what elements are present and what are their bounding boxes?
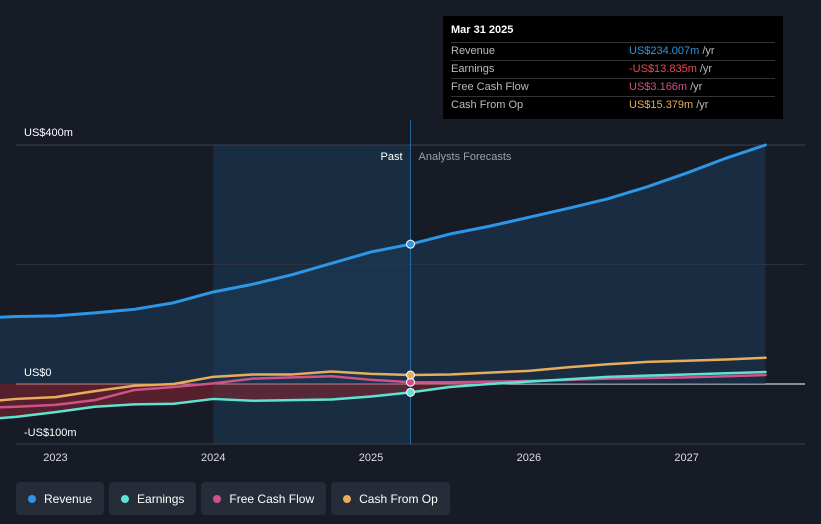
revenue-dot-icon [28,494,36,503]
tooltip: Mar 31 2025 Revenue US$234.007m /yr Earn… [443,16,783,119]
earnings-line [0,370,767,420]
legend-label: Free Cash Flow [229,491,315,506]
y-label-bottom: -US$100m [24,427,77,439]
tooltip-unit: /yr [699,63,713,75]
x-tick-label-2027: 2027 [674,452,698,464]
cash-from-op-dot-icon [343,494,352,503]
tooltip-row-revenue: Revenue US$234.007m /yr [451,42,775,60]
tooltip-date: Mar 31 2025 [451,24,514,36]
x-tick-label-2025: 2025 [359,452,383,464]
tooltip-row-free-cash-flow: Free Cash Flow US$3.166m /yr [451,78,775,96]
revenue-area [0,145,766,384]
revenue-marker [406,239,415,249]
earnings-marker [406,387,415,397]
tooltip-unit: /yr [702,45,715,57]
y-label-top: US$400m [24,127,73,139]
tooltip-label: Revenue [451,45,496,57]
legend-label: Earnings [137,491,185,506]
tooltip-value: US$234.007m [629,45,700,57]
cash-from-op-marker [406,370,415,380]
tooltip-label: Cash From Op [451,99,524,111]
legend-label: Cash From Op [359,491,438,506]
tooltip-label: Free Cash Flow [451,81,529,93]
tooltip-row-earnings: Earnings -US$13.835m /yr [451,60,775,78]
tooltip-row-cash-from-op: Cash From Op US$15.379m /yr [451,96,775,114]
x-tick-label-2024: 2024 [201,452,225,464]
legend-label: Revenue [44,491,93,506]
legend-item-revenue[interactable]: Revenue [16,482,105,515]
revenue-line [0,143,768,319]
legend-item-cash-from-op[interactable]: Cash From Op [331,482,450,515]
tooltip-unit: /yr [696,99,709,111]
legend-item-free-cash-flow[interactable]: Free Cash Flow [201,482,327,515]
x-tick-label-2026: 2026 [517,452,541,464]
free-cash-flow-line [0,373,767,409]
earnings-dot-icon [121,494,130,503]
cash-from-op-line [0,356,767,402]
x-tick-label-2023: 2023 [43,452,67,464]
tooltip-label: Earnings [451,63,495,75]
legend: Revenue Earnings Free Cash Flow Cash Fro… [16,482,450,515]
tooltip-value: US$3.166m [629,81,688,93]
forecast-label: Analysts Forecasts [419,151,512,163]
y-label-zero: US$0 [24,367,52,379]
free-cash-flow-dot-icon [213,494,222,503]
tooltip-unit: /yr [690,81,703,93]
legend-item-earnings[interactable]: Earnings [109,482,197,515]
past-label: Past [380,151,402,163]
tooltip-value: US$15.379m [629,99,694,111]
tooltip-value: -US$13.835m [629,63,697,75]
